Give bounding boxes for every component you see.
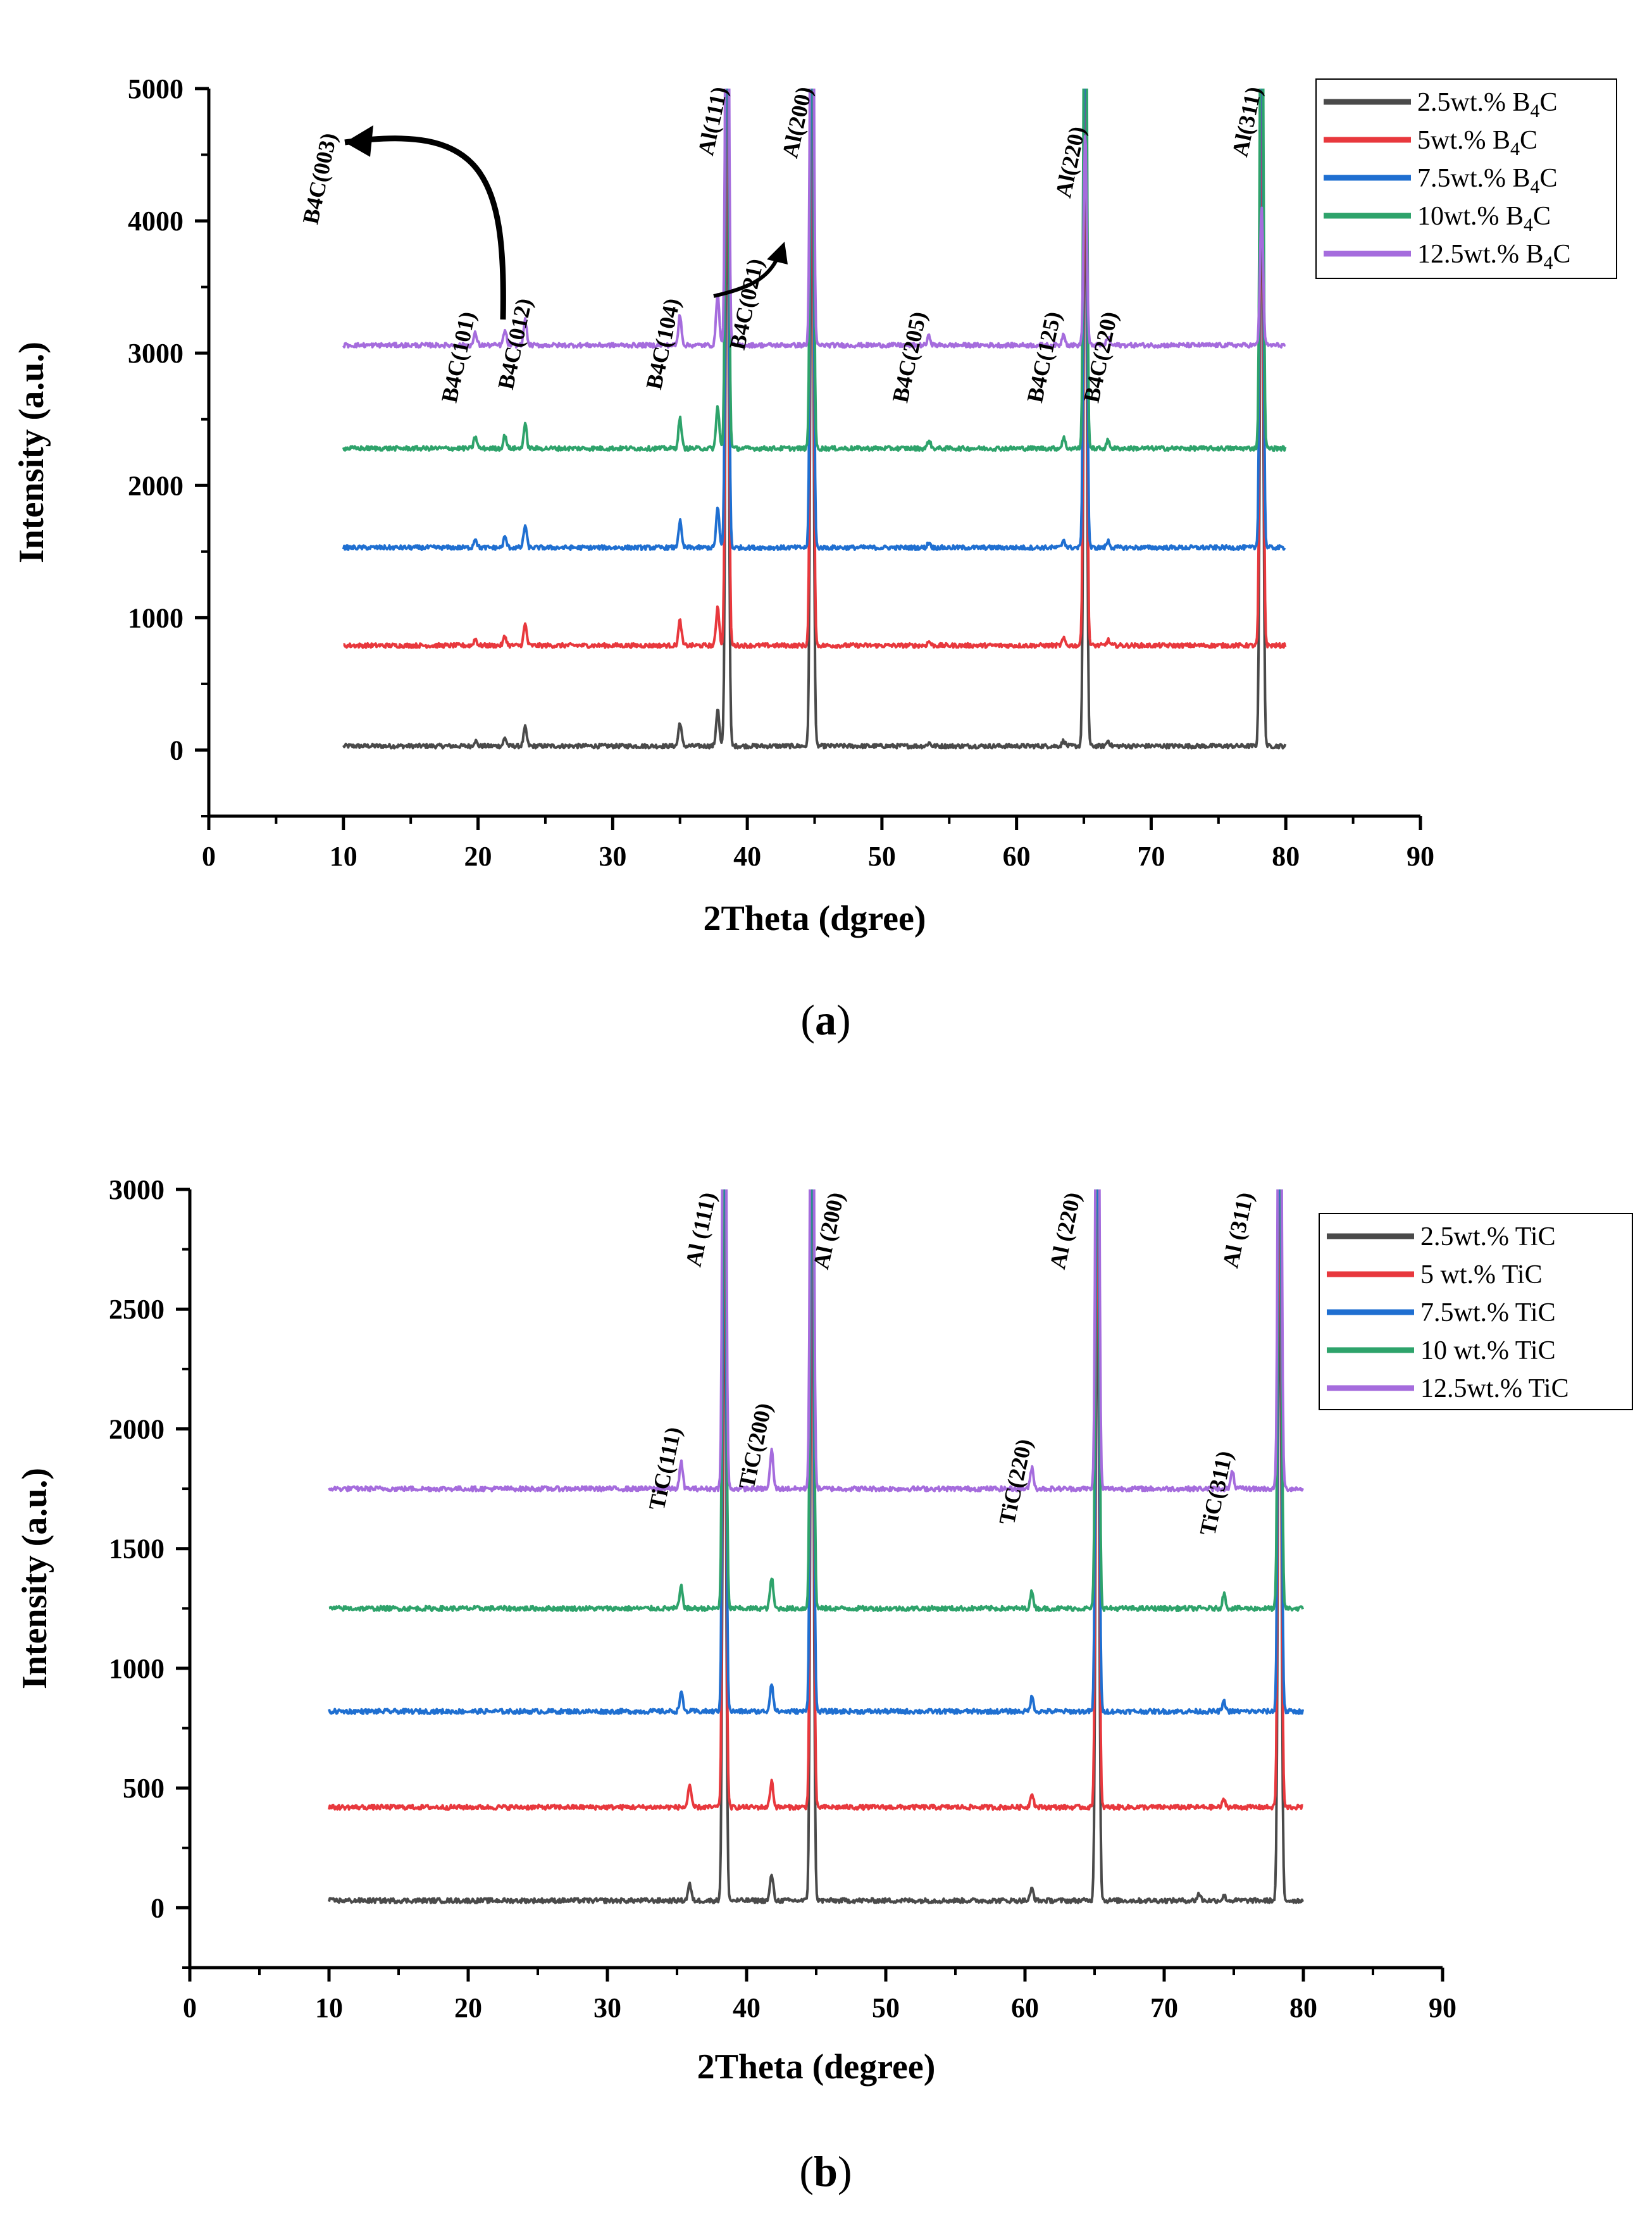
x-tick-label: 0 [183, 1992, 197, 2023]
legend-entry: 10 wt.% TiC [1420, 1336, 1556, 1365]
x-axis-title: 2Theta (degree) [697, 2047, 936, 2087]
x-tick-label: 30 [599, 841, 626, 872]
y-tick-label: 1000 [128, 602, 183, 633]
legend-entry: 5 wt.% TiC [1420, 1260, 1543, 1289]
chart-panel-b: 0 10 20 30 40 50 60 70 80 90 0 500 1000 1500 2000 2500 3… [15, 1174, 1633, 2195]
legend: 2.5wt.% TiC 5 wt.% TiC 7.5wt.% TiC 10 wt.% … [1319, 1213, 1633, 1410]
y-tick-label: 2000 [109, 1413, 165, 1444]
legend-entry: 10wt.% B4C [1417, 202, 1551, 235]
x-tick-label: 70 [1137, 841, 1165, 872]
y-tick-label: 3000 [109, 1174, 165, 1205]
legend-entry: 12.5wt.% TiC [1420, 1374, 1569, 1403]
legend-entry: 2.5wt.% B4C [1417, 88, 1558, 121]
y-tick-label: 3000 [128, 338, 183, 369]
series-line-5 [328, 1189, 1304, 1492]
y-tick-label: 5000 [128, 73, 183, 104]
series-line-1 [328, 1189, 1304, 1904]
panel-label: (b) [799, 2147, 852, 2195]
x-tick-label: 50 [868, 841, 896, 872]
x-tick-label: 60 [1003, 841, 1031, 872]
chart-panel-a: 0 10 20 30 40 50 60 70 80 90 0 1000 2000 3000 4000 5000… [12, 73, 1617, 1044]
x-tick-label: 60 [1011, 1992, 1039, 2023]
series-line-5 [342, 89, 1286, 349]
legend-entry: 5wt.% B4C [1417, 126, 1537, 159]
y-tick-label: 0 [170, 735, 183, 766]
x-axis-title: 2Theta (dgree) [704, 899, 926, 938]
y-axis-title: Intensity (a.u.) [12, 342, 51, 563]
panel-label: (a) [800, 996, 850, 1044]
series-line-2 [328, 1189, 1303, 1811]
x-tick-label: 30 [593, 1992, 621, 2023]
legend-entry: 2.5wt.% TiC [1420, 1222, 1556, 1251]
legend-entry: 7.5wt.% B4C [1417, 164, 1558, 197]
x-tick-label: 0 [202, 841, 216, 872]
series-line-4 [328, 1189, 1304, 1612]
x-tick-label: 70 [1150, 1992, 1178, 2023]
legend: 2.5wt.% B4C 5wt.% B4C 7.5wt.% B4C 10wt.% B4… [1315, 78, 1617, 279]
x-tick-label: 20 [454, 1992, 482, 2023]
y-tick-label: 1000 [109, 1653, 165, 1684]
arrow-b4c-021 [713, 255, 780, 298]
x-tick-label: 10 [330, 841, 357, 872]
y-tick-label: 500 [123, 1773, 165, 1804]
x-tick-label: 40 [733, 841, 761, 872]
x-tick-label: 90 [1407, 841, 1434, 872]
x-tick-label: 80 [1272, 841, 1300, 872]
legend-entry: 7.5wt.% TiC [1420, 1298, 1556, 1327]
x-tick-label: 10 [315, 1992, 343, 2023]
y-axis-title: Intensity (a.u.) [15, 1468, 54, 1689]
legend-entry: 12.5wt.% B4C [1417, 240, 1571, 273]
y-tick-label: 2000 [128, 470, 183, 501]
x-tick-label: 20 [464, 841, 492, 872]
x-tick-label: 80 [1289, 1992, 1317, 2023]
series-line-3 [328, 1189, 1305, 1715]
y-tick-label: 4000 [128, 206, 183, 237]
y-tick-label: 2500 [109, 1294, 165, 1325]
y-tick-label: 1500 [109, 1534, 165, 1565]
arrow-b4c-003 [344, 135, 506, 320]
y-tick-label: 0 [151, 1892, 165, 1923]
x-tick-label: 50 [872, 1992, 900, 2023]
x-tick-label: 40 [733, 1992, 761, 2023]
x-tick-label: 90 [1429, 1992, 1456, 2023]
